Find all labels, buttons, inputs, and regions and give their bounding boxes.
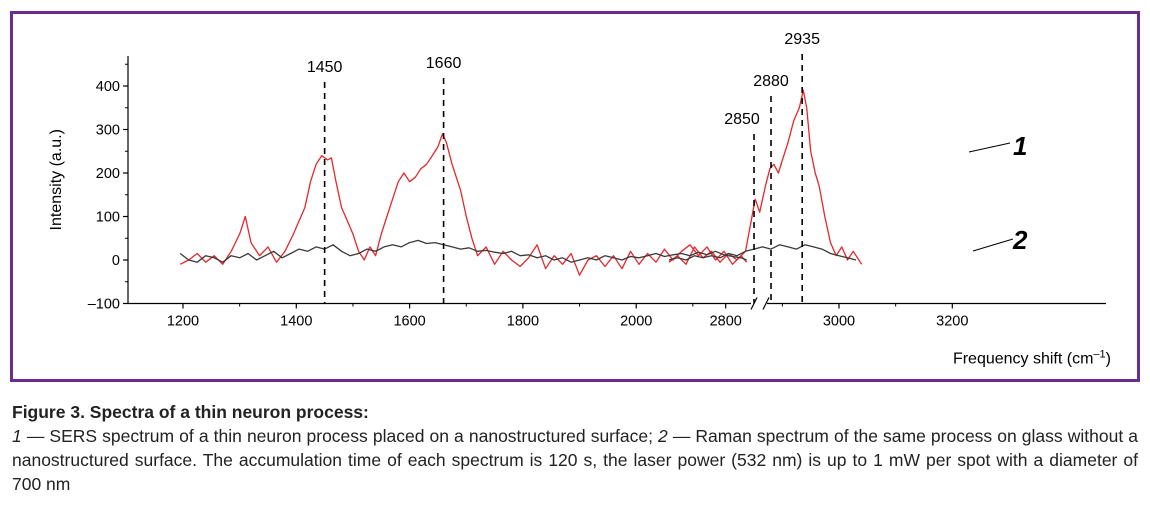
caption-text-2: — Raman spectrum of the same process on … (12, 426, 1138, 494)
y-axis-label: Intensity (a.u.) (48, 129, 65, 230)
y-tick-label: 0 (112, 253, 120, 269)
y-tick-label: 100 (96, 210, 120, 226)
axis-break-mark-2 (762, 297, 770, 310)
y-tick-label: –100 (88, 297, 120, 313)
x-tick-label: 2000 (620, 314, 652, 330)
x-tick-label: 1200 (167, 314, 199, 330)
x-tick-label: 1400 (280, 314, 312, 330)
series-1-leader (968, 142, 1011, 153)
caption-series-1-number: 1 (12, 426, 22, 446)
series-2-leader (972, 238, 1014, 252)
figure-caption: Figure 3. Spectra of a thin neuron proce… (12, 400, 1138, 496)
peak-label-1660: 1660 (426, 55, 462, 72)
peak-label-2880: 2880 (753, 73, 789, 90)
x-tick-label: 2800 (710, 314, 742, 330)
figure-frame: –100 0 100 200 300 400 1200 1400 1600 1800 2000 280… (10, 11, 1140, 382)
series-1-line-right (668, 89, 863, 265)
x-tick-label: 3000 (823, 314, 855, 330)
series-1-line-left (179, 133, 748, 276)
y-tick-label: 300 (96, 123, 120, 139)
caption-title: Figure 3. Spectra of a thin neuron proce… (12, 402, 369, 422)
series-2-line-right (668, 244, 857, 261)
x-tick-label: 1800 (507, 314, 539, 330)
series-2-line-left (179, 239, 747, 263)
x-axis-label: Frequency shift (cm–1) (953, 349, 1111, 368)
series-2-number: 2 (1012, 225, 1028, 255)
spectra-chart: –100 0 100 200 300 400 1200 1400 1600 1800 2000 280… (48, 31, 1111, 368)
series-1-number: 1 (1013, 131, 1027, 161)
peak-label-1450: 1450 (307, 59, 343, 76)
x-tick-label: 3200 (936, 314, 968, 330)
y-tick-label: 200 (96, 166, 120, 182)
caption-series-2-number: 2 (658, 426, 668, 446)
peak-label-2935: 2935 (784, 31, 820, 48)
x-tick-label: 1600 (393, 314, 425, 330)
peak-label-2850: 2850 (724, 111, 760, 128)
caption-body: 1 — SERS spectrum of a thin neuron proce… (12, 424, 1138, 496)
caption-text-1: — SERS spectrum of a thin neuron process… (21, 426, 659, 446)
y-tick-label: 400 (96, 79, 120, 95)
